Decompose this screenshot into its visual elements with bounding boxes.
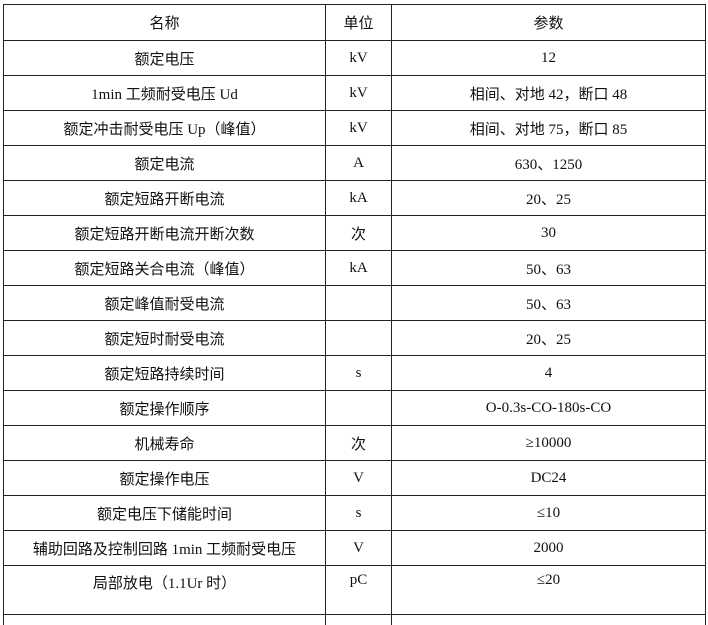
cell-unit: A [326, 146, 392, 181]
cell-empty [392, 615, 706, 625]
cell-unit: 次 [326, 426, 392, 461]
table-row-continuation [4, 615, 706, 625]
cell-value: O-0.3s-CO-180s-CO [392, 391, 706, 426]
table-row: 机械寿命次≥10000 [4, 426, 706, 461]
cell-value: ≥10000 [392, 426, 706, 461]
cell-name: 1min 工频耐受电压 Ud [4, 76, 326, 111]
cell-name: 额定短路开断电流 [4, 181, 326, 216]
table-row: 额定操作顺序 O-0.3s-CO-180s-CO [4, 391, 706, 426]
cell-value: 630、1250 [392, 146, 706, 181]
table-row: 额定短时耐受电流 20、25 [4, 321, 706, 356]
cell-unit: kA [326, 251, 392, 286]
cell-unit: s [326, 496, 392, 531]
header-unit: 单位 [326, 5, 392, 41]
cell-name: 机械寿命 [4, 426, 326, 461]
cell-name: 额定短路开断电流开断次数 [4, 216, 326, 251]
cell-name: 局部放电（1.1Ur 时） [4, 566, 326, 615]
table-row: 额定峰值耐受电流 50、63 [4, 286, 706, 321]
cell-unit: kV [326, 111, 392, 146]
cell-value: 20、25 [392, 321, 706, 356]
cell-name: 额定峰值耐受电流 [4, 286, 326, 321]
cell-unit: pC [326, 566, 392, 615]
cell-unit: V [326, 461, 392, 496]
cell-value: 相间、对地 42，断口 48 [392, 76, 706, 111]
cell-value: 相间、对地 75，断口 85 [392, 111, 706, 146]
cell-value: DC24 [392, 461, 706, 496]
cell-name: 额定电压 [4, 41, 326, 76]
cell-unit [326, 286, 392, 321]
cell-value: 12 [392, 41, 706, 76]
cell-unit: s [326, 356, 392, 391]
cell-value: ≤10 [392, 496, 706, 531]
cell-name: 额定冲击耐受电压 Up（峰值） [4, 111, 326, 146]
cell-name: 辅助回路及控制回路 1min 工频耐受电压 [4, 531, 326, 566]
cell-unit: 次 [326, 216, 392, 251]
cell-empty [4, 615, 326, 625]
cell-name: 额定短时耐受电流 [4, 321, 326, 356]
cell-name: 额定电流 [4, 146, 326, 181]
cell-value: 4 [392, 356, 706, 391]
header-name: 名称 [4, 5, 326, 41]
table-header-row: 名称 单位 参数 [4, 5, 706, 41]
cell-name: 额定电压下储能时间 [4, 496, 326, 531]
cell-name: 额定短路关合电流（峰值） [4, 251, 326, 286]
cell-unit [326, 321, 392, 356]
cell-value: 2000 [392, 531, 706, 566]
table-row: 局部放电（1.1Ur 时）pC≤20 [4, 566, 706, 615]
cell-value: 30 [392, 216, 706, 251]
cell-value: ≤20 [392, 566, 706, 615]
cell-name: 额定操作顺序 [4, 391, 326, 426]
cell-empty [326, 615, 392, 625]
cell-unit: kV [326, 41, 392, 76]
cell-name: 额定短路持续时间 [4, 356, 326, 391]
cell-unit: kA [326, 181, 392, 216]
cell-unit: V [326, 531, 392, 566]
cell-value: 50、63 [392, 251, 706, 286]
header-value: 参数 [392, 5, 706, 41]
cell-value: 50、63 [392, 286, 706, 321]
cell-name: 额定操作电压 [4, 461, 326, 496]
cell-unit: kV [326, 76, 392, 111]
cell-value: 20、25 [392, 181, 706, 216]
cell-unit [326, 391, 392, 426]
